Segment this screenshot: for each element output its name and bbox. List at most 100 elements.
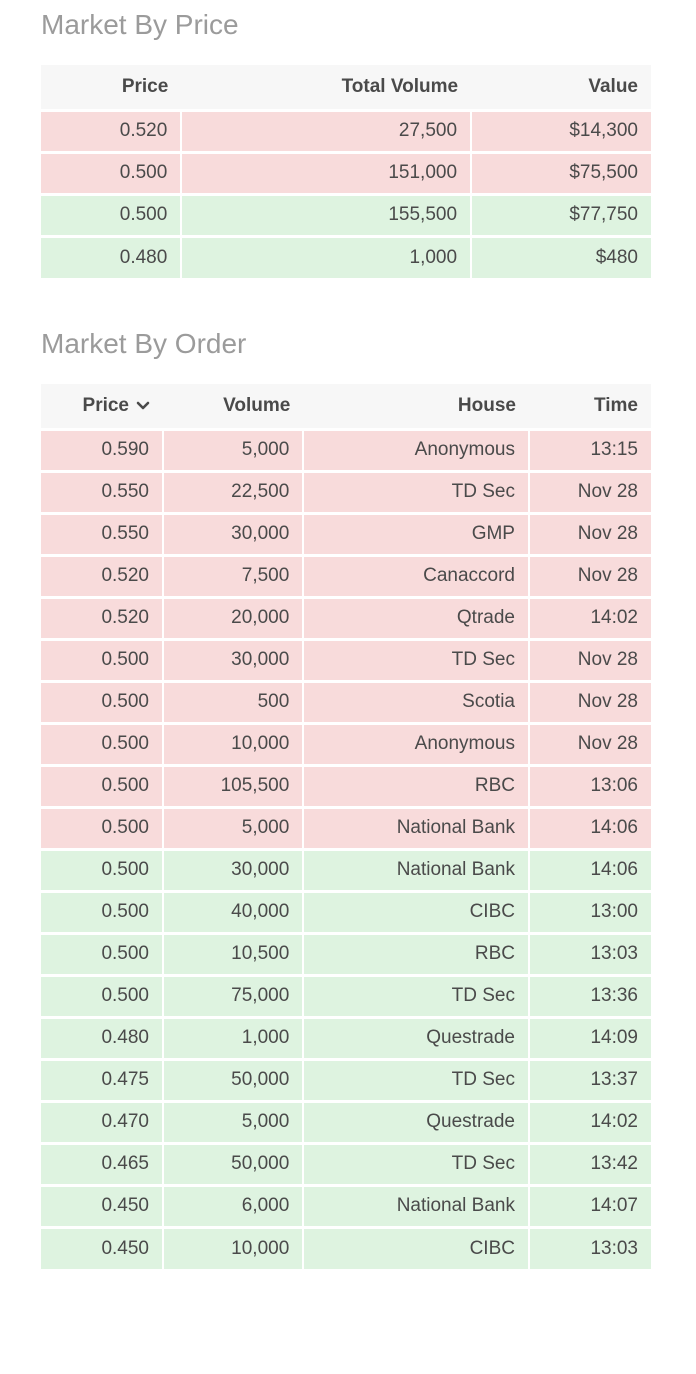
table-row-ask: 0.500 10,000 Anonymous Nov 28 (41, 721, 651, 765)
cell-house: Scotia (302, 679, 529, 723)
cell-time: 13:36 (527, 973, 651, 1017)
cell-time: Nov 28 (527, 553, 651, 597)
table-row-ask: 0.520 20,000 Qtrade 14:02 (41, 595, 651, 639)
cell-time: 14:07 (527, 1183, 651, 1227)
column-header-time: Time (528, 384, 651, 429)
market-by-price-table: Price Total Volume Value 0.520 27,500 $14,30… (41, 65, 651, 278)
market-by-price-section: Market By Price Price Total Volume Value 0… (41, 9, 651, 278)
table-row-ask: 0.590 5,000 Anonymous 13:15 (41, 427, 651, 471)
column-header-price[interactable]: Price (41, 384, 163, 429)
cell-house: GMP (302, 511, 529, 555)
cell-volume: 1,000 (161, 1015, 304, 1059)
cell-price: 0.500 (41, 931, 163, 975)
cell-value: $14,300 (470, 108, 651, 152)
cell-time: 14:09 (527, 1015, 651, 1059)
table-row-ask: 0.500 5,000 National Bank 14:06 (41, 805, 651, 849)
table-row-bid: 0.500 75,000 TD Sec 13:36 (41, 973, 651, 1017)
table-row-bid: 0.500 30,000 National Bank 14:06 (41, 847, 651, 891)
table-row-ask: 0.500 151,000 $75,500 (41, 150, 651, 194)
cell-time: Nov 28 (527, 511, 651, 555)
cell-price: 0.475 (41, 1057, 163, 1101)
cell-price: 0.520 (41, 595, 163, 639)
cell-price: 0.450 (41, 1183, 163, 1227)
cell-total-volume: 151,000 (180, 150, 472, 194)
cell-house: TD Sec (302, 973, 529, 1017)
cell-time: 14:02 (527, 1099, 651, 1143)
cell-time: Nov 28 (527, 721, 651, 765)
cell-house: RBC (302, 763, 529, 807)
column-header-label: Price (82, 394, 129, 416)
cell-house: TD Sec (302, 469, 529, 513)
table-row-bid: 0.450 6,000 National Bank 14:07 (41, 1183, 651, 1227)
table-row-ask: 0.520 27,500 $14,300 (41, 108, 651, 152)
table-row-bid: 0.470 5,000 Questrade 14:02 (41, 1099, 651, 1143)
cell-time: 13:15 (527, 427, 651, 471)
cell-time: 14:02 (527, 595, 651, 639)
column-header-house: House (303, 384, 529, 429)
table-row-ask: 0.520 7,500 Canaccord Nov 28 (41, 553, 651, 597)
cell-volume: 7,500 (161, 553, 304, 597)
cell-price: 0.500 (41, 679, 163, 723)
column-header-label: Time (593, 394, 638, 416)
cell-volume: 5,000 (161, 805, 304, 849)
table-row-bid: 0.475 50,000 TD Sec 13:37 (41, 1057, 651, 1101)
cell-house: RBC (302, 931, 529, 975)
cell-time: Nov 28 (527, 469, 651, 513)
cell-total-volume: 155,500 (180, 192, 472, 236)
table-row-bid: 0.450 10,000 CIBC 13:03 (41, 1225, 651, 1269)
table-row-ask: 0.500 105,500 RBC 13:06 (41, 763, 651, 807)
cell-volume: 10,500 (161, 931, 304, 975)
cell-price: 0.450 (41, 1225, 163, 1269)
cell-time: 13:00 (527, 889, 651, 933)
cell-price: 0.465 (41, 1141, 163, 1185)
cell-house: CIBC (302, 1225, 529, 1269)
section-title-market-by-price: Market By Price (41, 9, 239, 40)
cell-house: Anonymous (302, 427, 529, 471)
cell-price: 0.550 (41, 469, 163, 513)
cell-price: 0.500 (41, 150, 182, 194)
section-title-market-by-order: Market By Order (41, 328, 247, 359)
cell-house: TD Sec (302, 637, 529, 681)
cell-volume: 105,500 (161, 763, 304, 807)
cell-time: 13:42 (527, 1141, 651, 1185)
column-header-total-volume: Total Volume (181, 65, 472, 110)
table-header-row: Price Total Volume Value (41, 65, 651, 110)
cell-house: National Bank (302, 1183, 529, 1227)
column-header-label: Volume (223, 394, 291, 416)
cell-time: 13:03 (527, 1225, 651, 1269)
cell-house: National Bank (302, 847, 529, 891)
cell-house: TD Sec (302, 1057, 529, 1101)
cell-house: Questrade (302, 1099, 529, 1143)
cell-price: 0.520 (41, 108, 182, 152)
column-header-value: Value (471, 65, 651, 110)
table-row-bid: 0.500 10,500 RBC 13:03 (41, 931, 651, 975)
market-depth-page: Market By Price Price Total Volume Value 0… (41, 9, 651, 1269)
cell-volume: 50,000 (161, 1057, 304, 1101)
cell-volume: 6,000 (161, 1183, 304, 1227)
cell-price: 0.500 (41, 637, 163, 681)
cell-volume: 40,000 (161, 889, 304, 933)
table-row-bid: 0.500 155,500 $77,750 (41, 192, 651, 236)
cell-volume: 50,000 (161, 1141, 304, 1185)
cell-price: 0.500 (41, 847, 163, 891)
cell-house: Anonymous (302, 721, 529, 765)
cell-total-volume: 1,000 (180, 234, 472, 278)
cell-volume: 30,000 (161, 637, 304, 681)
column-header-volume: Volume (163, 384, 304, 429)
cell-time: Nov 28 (527, 679, 651, 723)
cell-volume: 5,000 (161, 1099, 304, 1143)
cell-volume: 30,000 (161, 847, 304, 891)
cell-price: 0.500 (41, 192, 182, 236)
cell-volume: 20,000 (161, 595, 304, 639)
cell-time: 13:37 (527, 1057, 651, 1101)
cell-price: 0.470 (41, 1099, 163, 1143)
cell-price: 0.520 (41, 553, 163, 597)
cell-price: 0.480 (41, 234, 182, 278)
table-row-ask: 0.500 500 Scotia Nov 28 (41, 679, 651, 723)
cell-volume: 22,500 (161, 469, 304, 513)
cell-price: 0.590 (41, 427, 163, 471)
cell-price: 0.500 (41, 721, 163, 765)
column-header-label: House (457, 394, 516, 416)
chevron-down-icon (136, 401, 150, 410)
table-row-ask: 0.550 22,500 TD Sec Nov 28 (41, 469, 651, 513)
